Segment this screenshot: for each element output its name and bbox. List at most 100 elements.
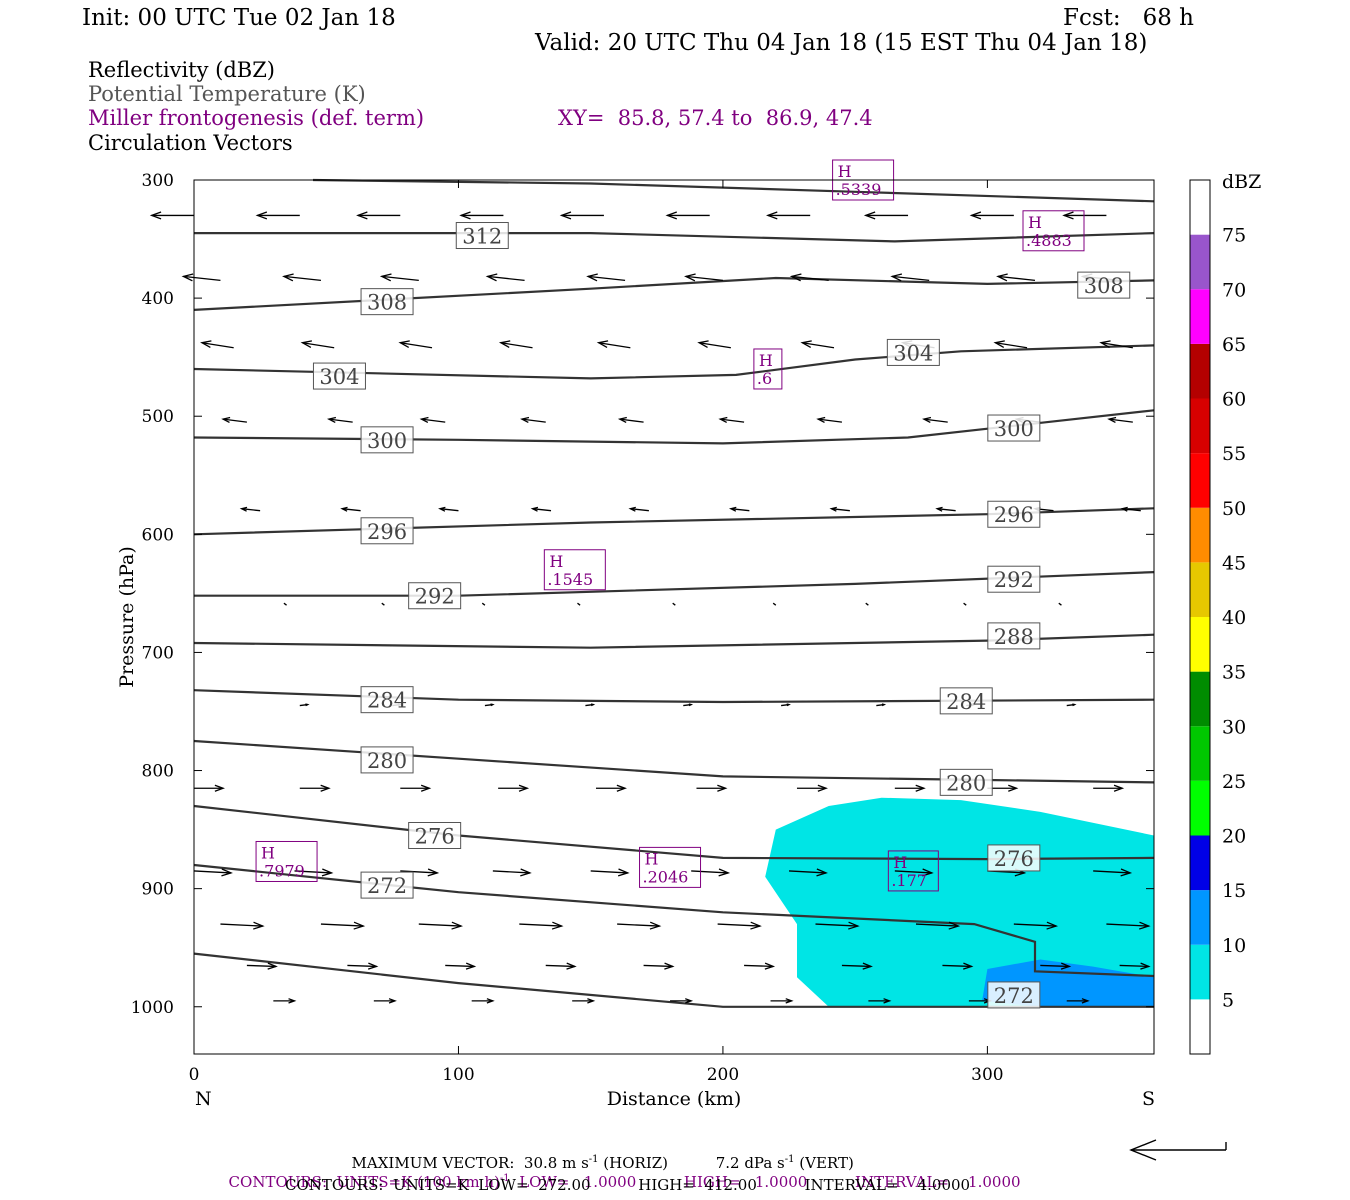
contour-label-box	[987, 981, 1041, 1009]
contour-label-box	[408, 582, 462, 610]
vector-shaft	[691, 870, 729, 874]
colorbar-tick-label: 30	[1222, 716, 1246, 738]
vector-shaft	[418, 923, 462, 927]
vector-head	[684, 273, 696, 282]
theta-contour-label: 304	[312, 362, 366, 390]
circulation-vector	[1106, 921, 1151, 930]
circulation-vector	[696, 784, 728, 792]
frontogenesis-maximum: H.6	[753, 348, 783, 390]
theta-contour-label: 304	[886, 338, 940, 366]
vector-shaft	[519, 923, 562, 927]
theta-contour-label: 296	[360, 517, 414, 545]
vector-head	[221, 416, 231, 423]
field-miller-frontogenesis: Miller frontogenesis (def. term)	[88, 106, 425, 130]
vector-head	[1099, 340, 1111, 348]
circulation-vector	[1066, 998, 1090, 1004]
vector-shaft	[320, 923, 364, 927]
maximum-label: H	[549, 552, 563, 571]
init-time: Init: 00 UTC Tue 02 Jan 18	[82, 5, 396, 31]
maximum-box	[543, 549, 606, 591]
circulation-vector	[492, 868, 532, 877]
vector-head	[617, 868, 630, 877]
vector-shaft	[730, 508, 750, 512]
maximum-box	[887, 850, 939, 892]
circulation-vector	[1040, 962, 1072, 970]
circulation-vector	[545, 962, 577, 970]
vector-shaft	[1058, 602, 1062, 606]
contour-label-box	[360, 517, 414, 545]
vector-shaft	[617, 923, 660, 927]
colorbar-frame	[1189, 179, 1211, 1055]
vector-shaft	[500, 342, 533, 349]
vector-head	[288, 998, 297, 1004]
contour-label-box	[987, 622, 1041, 650]
circulation-vector	[299, 784, 331, 792]
contour-label-text: 308	[367, 291, 407, 315]
colorbar-swatch	[1190, 180, 1210, 235]
colorbar-tick-label: 75	[1222, 225, 1246, 247]
vector-shaft	[487, 275, 525, 282]
theta-contour-label: 300	[360, 426, 414, 454]
theta-contour-288	[193, 633, 1155, 649]
vector-shaft	[963, 602, 967, 606]
theta-contour-label: 284	[360, 686, 414, 714]
colorbar-swatch	[1190, 398, 1210, 454]
colorbar-swatch	[1190, 835, 1210, 891]
vector-head	[817, 784, 828, 792]
vector-head	[789, 273, 802, 282]
colorbar-swatch	[1190, 999, 1210, 1054]
circulation-vector	[789, 868, 828, 877]
vector-shaft	[1108, 418, 1133, 423]
vector-head	[590, 703, 596, 707]
circulation-vector	[670, 998, 694, 1004]
vector-head	[586, 273, 598, 282]
footer-frontogenesis-contours: CONTOURS: UNITS=K (100 km h)-1 LOW= 1.00…	[219, 1159, 1021, 1190]
vector-head	[451, 921, 464, 930]
x-tick-label: 200	[707, 1065, 739, 1085]
vector-head	[520, 868, 532, 877]
vector-head	[1140, 962, 1151, 970]
vector-shaft	[283, 602, 287, 606]
circulation-vector	[969, 211, 1014, 220]
circulation-vector	[691, 868, 731, 877]
contour-label-text: 276	[994, 847, 1034, 871]
circulation-vector	[596, 340, 631, 349]
vector-shaft	[521, 418, 546, 423]
vector-head	[1072, 703, 1077, 707]
maximum-label: H	[838, 162, 852, 181]
footer-max-vector-b: (HORIZ) 7.2 dPa s	[598, 1154, 785, 1172]
circulation-vector	[697, 340, 731, 349]
vector-head	[685, 998, 694, 1004]
vector-head	[255, 211, 268, 220]
circulation-vector	[1120, 506, 1141, 512]
vector-shaft	[342, 508, 361, 512]
contour-label-text: 296	[367, 520, 407, 544]
contour-label-box	[312, 362, 366, 390]
vector-head	[356, 211, 368, 220]
circulation-vector	[220, 921, 265, 930]
maximum-value: .1545	[547, 570, 593, 589]
vector-head	[688, 703, 694, 707]
south-end-label: S	[1142, 1088, 1155, 1110]
contour-label-text: 292	[415, 585, 455, 609]
circulation-vector	[1066, 703, 1077, 707]
contour-label-box	[987, 565, 1041, 593]
circulation-vector	[728, 506, 750, 512]
maximum-value: .4883	[1026, 231, 1072, 250]
vector-head	[1060, 962, 1072, 970]
contour-label-text: 312	[462, 225, 502, 249]
contour-label-text: 272	[367, 874, 407, 898]
vector-head	[948, 921, 961, 930]
circulation-vector	[672, 602, 676, 606]
theta-contour-272	[193, 863, 1155, 978]
vector-shaft	[577, 602, 581, 606]
vector-shaft	[672, 602, 676, 606]
colorbar-swatch	[1190, 234, 1210, 290]
circulation-vector	[282, 273, 322, 282]
vector-shaft	[865, 602, 869, 606]
circulation-vector	[1093, 784, 1125, 792]
circulation-vector	[320, 921, 366, 930]
contour-label-box	[987, 414, 1041, 442]
circulation-vector	[498, 340, 533, 349]
circulation-vector	[300, 340, 335, 349]
